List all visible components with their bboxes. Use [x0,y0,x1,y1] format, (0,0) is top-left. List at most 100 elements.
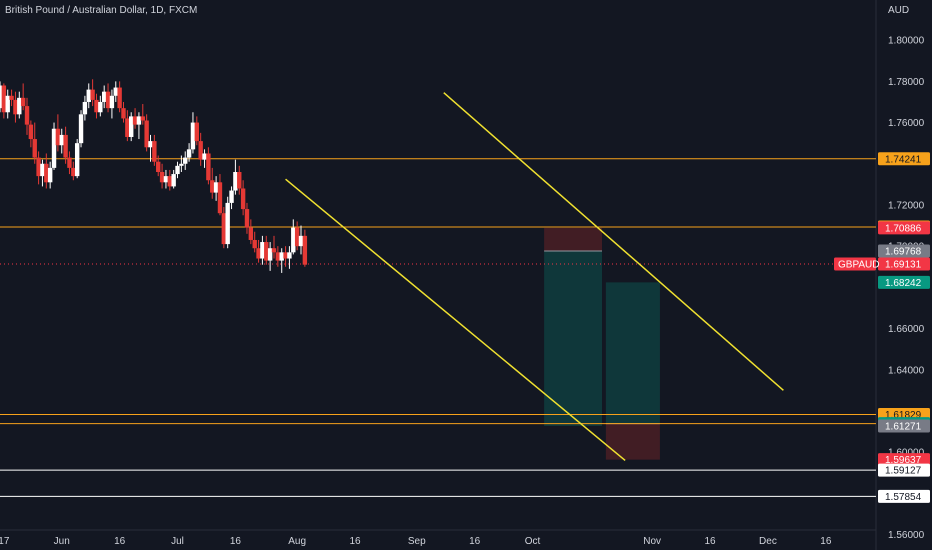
candle-body [190,122,196,150]
candle-body [175,165,180,175]
candle-body [148,141,153,148]
time-axis-tick-label: Jul [171,536,184,547]
candle-body [202,153,207,160]
candle-body [51,128,57,168]
price-axis-tick-label: 1.64000 [888,365,925,376]
candle-body [28,124,34,140]
candle-body [86,89,91,102]
time-axis-tick-label: Sep [408,536,426,547]
candle-body [121,108,126,119]
channel-trend-line [285,178,626,461]
time-axis-tick-label: 16 [230,536,242,547]
candle-body [294,227,300,247]
candle-body [287,252,292,259]
candle-body [186,149,192,158]
candle-body [244,209,250,228]
price-axis-tick-label: 1.78000 [888,77,925,88]
candle-body [44,163,49,183]
time-axis-tick-label: 16 [469,536,481,547]
candle-body [291,227,296,253]
candle-body [63,134,68,158]
candle-body [101,91,107,102]
time-axis-tick-label: 17 [0,536,10,547]
price-axis-tick-label: 1.72000 [888,200,925,211]
candle-body [279,252,284,261]
channel-trend-line [443,92,784,391]
price-axis-tick-label: 1.66000 [888,324,925,335]
price-badge-text: 1.70886 [885,223,922,234]
candle-body [225,202,230,245]
symbol-badge [834,257,876,271]
candle-body [302,235,308,265]
time-axis-tick-label: Nov [643,536,661,547]
price-badge-text: 1.69768 [885,246,922,257]
candle-body [55,128,61,146]
candle-body [233,172,238,191]
candle-body [217,182,223,214]
candle-body [36,157,41,177]
candle-body [71,167,76,177]
price-badge [878,453,930,467]
candle-body [5,95,10,113]
time-axis-tick-label: 16 [114,536,126,547]
price-badge-text: 1.59637 [885,455,922,466]
candle-body [171,174,176,187]
candle-body [140,116,145,121]
candle-body [248,227,254,240]
candle-body [221,213,227,245]
candle-body [105,91,111,109]
price-axis-tick-label: 1.76000 [888,118,925,129]
candle-body [267,248,273,261]
price-badge [878,463,930,477]
position-target-zone [544,250,603,426]
candle-body [125,118,130,137]
candle-body [98,101,103,113]
candle-body [32,139,37,158]
candle-body [152,141,157,162]
candle-body [237,172,242,189]
time-axis-tick-label: Oct [525,536,541,547]
candle-body [298,235,304,247]
candle-body [229,190,234,203]
time-axis-tick-label: Jun [54,536,70,547]
price-badge-text: 1.61829 [885,410,922,421]
candle-body [213,182,219,193]
position-stop-zone [544,227,603,251]
candle-body [163,176,169,183]
candle-body [260,242,265,259]
candle-body [20,97,26,107]
time-axis-tick-label: 16 [349,536,361,547]
candle-body [183,157,188,164]
candle-body [78,114,84,144]
candle-body [264,242,269,261]
candle-body [271,248,277,253]
time-axis-tick-label: Aug [288,536,306,547]
time-axis-tick-label: Dec [759,536,777,547]
price-badge-text: 1.68242 [885,278,922,289]
candle-body [159,172,165,183]
position-target-zone [605,282,660,424]
candle-body [1,85,7,113]
candle-body [67,157,72,168]
candle-body [17,97,22,115]
price-badge [878,257,930,271]
candle-body [206,153,211,181]
candle-body [13,99,18,115]
candle-body [194,122,200,142]
time-axis-tick-label: 16 [704,536,716,547]
candle-body [179,163,184,166]
candle-body [256,248,261,259]
candle-body [129,116,134,137]
price-badge [878,244,930,258]
candle-body [167,176,172,187]
candle-body [275,252,281,261]
candle-body [109,95,115,109]
candle-body [198,141,203,160]
symbol-badge-text: GBPAUD [838,260,880,271]
candle-body [0,85,3,109]
candle-body [24,106,30,125]
price-axis-tick-label: 1.80000 [888,36,925,47]
candle-body [252,239,257,249]
